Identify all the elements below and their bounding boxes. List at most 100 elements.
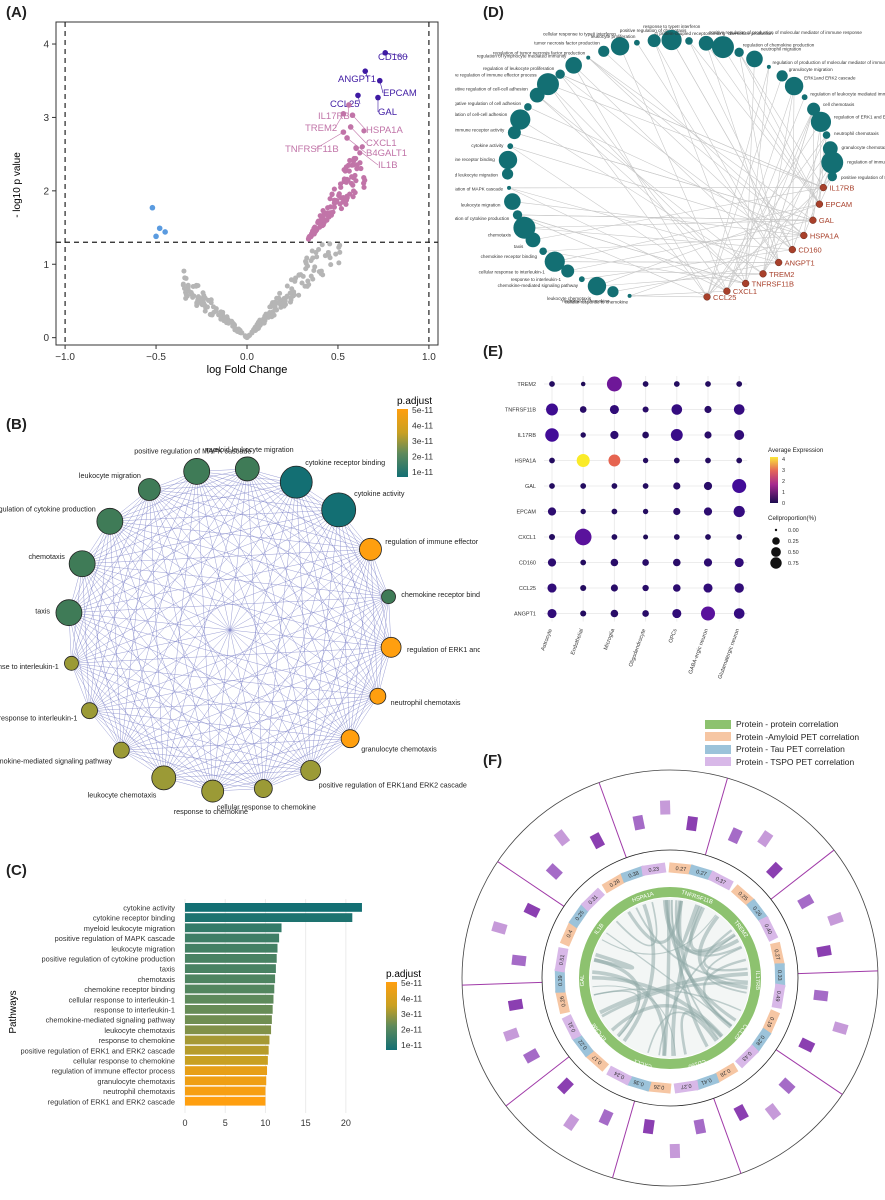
- b-edge: [121, 749, 311, 771]
- f-chord: [592, 985, 677, 1056]
- d-edge: [762, 162, 833, 274]
- f-chord: [697, 915, 748, 990]
- volcano-point: [287, 299, 293, 305]
- f-correlation-value: 0.23: [648, 866, 659, 874]
- d-pathway-node: [821, 151, 844, 174]
- b-edge: [109, 521, 122, 751]
- f-boxplot: [507, 998, 524, 1012]
- b-edge: [149, 489, 213, 792]
- c-bar: [185, 1096, 266, 1106]
- b-edge: [163, 471, 197, 778]
- volcano-label-leader: [334, 113, 344, 129]
- f-protein-label: CXCL1: [633, 1058, 653, 1069]
- e-dot: [705, 534, 711, 540]
- b-legend-label: 5e-11: [412, 405, 433, 415]
- d-edge: [508, 187, 728, 292]
- c-category-label: neutrophil chemotaxis: [103, 1087, 175, 1096]
- e-dot: [673, 558, 681, 567]
- volcano-gene-label: EPCAM: [383, 88, 417, 99]
- d-edge: [547, 83, 746, 284]
- circular-correlation-plot: TNFRSF11BTREM2IL17RBCCL25CD160CXCL1EPCAM…: [461, 769, 879, 1187]
- b-node: [68, 550, 96, 578]
- b-edge: [82, 481, 297, 564]
- d-pathway-label: neutrophil migration: [761, 46, 802, 51]
- e-dot: [734, 557, 744, 568]
- d-pathway-node: [507, 143, 514, 150]
- b-node-label: chemokine-mediated signaling pathway: [0, 757, 112, 766]
- volcano-point: [251, 327, 257, 333]
- b-edge: [196, 471, 371, 550]
- d-pathway-node: [555, 69, 565, 79]
- f-correlation-value: 0.31: [567, 1020, 577, 1032]
- d-gene-label: CXCL1: [733, 287, 757, 296]
- b-legend-label: 4e-11: [412, 421, 433, 431]
- d-edge: [596, 273, 764, 287]
- b-edge: [82, 563, 389, 597]
- volcano-point: [332, 199, 339, 205]
- b-edge: [71, 663, 311, 771]
- d-pathway-label: cellular response to typeII interferon: [543, 32, 616, 37]
- f-correlation-value: 0.28: [754, 1034, 765, 1046]
- e-dot: [580, 584, 587, 592]
- d-pathway-label: leukocyte chemotaxis: [547, 296, 592, 301]
- d-edge: [547, 83, 824, 188]
- e-legend-expr-tick: 2: [782, 479, 785, 485]
- f-correlation-bar: [601, 872, 628, 894]
- volcano-point: [208, 312, 214, 318]
- f-legend-row: Protein - protein correlation: [705, 718, 885, 731]
- d-edge: [762, 86, 795, 274]
- d-pathway-node: [544, 251, 565, 272]
- b-node: [96, 507, 124, 535]
- c-category-label: cellular response to chemokine: [73, 1057, 175, 1066]
- d-pathway-label: positive regulation of cell-cell adhesio…: [455, 87, 528, 92]
- f-correlation-bar: [761, 1009, 781, 1036]
- e-dot: [549, 457, 555, 464]
- b-edge: [109, 521, 311, 771]
- d-gene-label: CD160: [798, 246, 821, 255]
- e-dot: [548, 533, 556, 541]
- d-pathway-label: regulation of chemokine production: [743, 42, 815, 47]
- c-legend-gradient: [386, 982, 397, 1050]
- f-sector-divider: [775, 1049, 843, 1095]
- e-dot: [734, 583, 744, 593]
- f-correlation-value: 0.27: [675, 866, 686, 873]
- volcano-point: [277, 290, 283, 296]
- d-pathway-label: chemotaxis: [488, 232, 512, 237]
- f-correlation-bar: [559, 920, 579, 947]
- f-correlation-value: 0.43: [740, 1050, 752, 1062]
- f-boxplot: [589, 832, 606, 850]
- b-edge: [68, 612, 213, 792]
- f-sector-divider: [505, 1056, 570, 1107]
- f-correlation-bar: [712, 1062, 739, 1084]
- d-edge: [573, 65, 708, 298]
- f-correlation-value: 0.31: [588, 894, 600, 906]
- volcano-point: [272, 307, 278, 313]
- e-legend-prop-title: Cellproportion(%): [768, 515, 816, 522]
- d-pathway-label: cellular response to interleukin-1: [479, 270, 546, 275]
- e-dot: [733, 505, 745, 518]
- volcano-point: [272, 299, 278, 305]
- d-edge: [543, 235, 804, 252]
- d-pathway-node: [598, 45, 610, 57]
- c-bar: [185, 994, 274, 1004]
- f-correlation-value: 0.22: [578, 1038, 589, 1050]
- e-dot: [610, 609, 619, 618]
- volcano-point: [229, 318, 235, 324]
- c-x-tick-label: 5: [223, 1118, 228, 1128]
- d-edge: [706, 75, 783, 298]
- f-correlation-value: 0.17: [591, 1054, 603, 1066]
- d-edge: [517, 214, 746, 284]
- b-edge: [310, 647, 392, 771]
- volcano-label-leader: [350, 126, 367, 144]
- volcano-point: [358, 165, 364, 172]
- b-node: [253, 779, 273, 798]
- b-node: [340, 729, 360, 749]
- b-edge: [71, 549, 371, 664]
- b-edge: [82, 563, 351, 739]
- e-gene-label: CCL25: [519, 586, 536, 592]
- d-pathway-node: [746, 50, 763, 68]
- d-edge: [536, 94, 746, 284]
- volcano-point: [303, 258, 309, 264]
- b-edge: [68, 471, 197, 613]
